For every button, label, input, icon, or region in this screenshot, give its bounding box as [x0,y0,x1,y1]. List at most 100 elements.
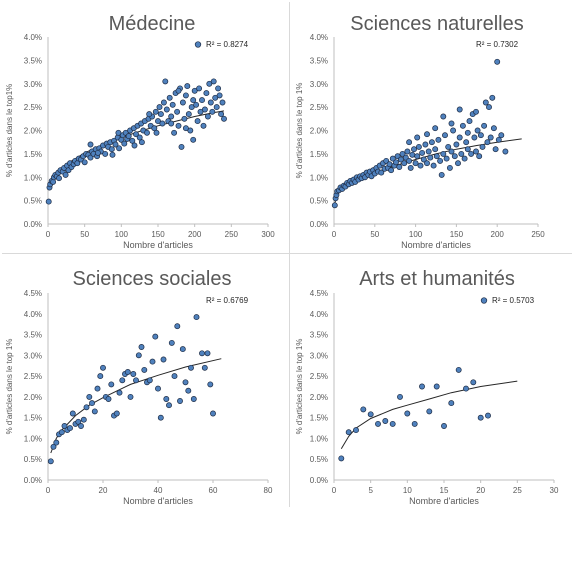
data-point [471,134,478,141]
y-tick-label: 3.5% [310,331,328,340]
data-point [45,198,52,205]
x-tick-label: 0 [332,486,337,495]
data-point [411,146,417,153]
data-point [200,122,207,129]
y-axis-title: % d'articles dans le top1% [5,84,14,178]
x-tick-label: 200 [188,230,202,239]
data-point [166,94,173,101]
data-point [401,160,408,167]
data-point [190,136,197,143]
data-point [80,416,87,423]
data-point [138,344,145,350]
data-point [83,404,90,411]
x-tick-label: 0 [332,230,337,239]
data-point [127,393,134,400]
chart-title: Sciences sociales [73,268,232,290]
data-point [463,385,469,392]
data-point [135,352,142,359]
data-point [474,127,481,134]
data-point [375,420,381,427]
data-point [210,78,217,85]
y-tick-label: 2.0% [310,393,328,402]
x-tick-label: 150 [151,230,165,239]
data-point [184,83,191,90]
x-tick-label: 300 [261,230,275,239]
data-point [412,160,419,167]
chart-panel-sciences-sociales: Sciences sociales 0.0% 0.5% 1.0% 1.5% 2.0% 2.5… [0,255,288,507]
data-point [193,314,200,321]
data-point [86,393,93,400]
data-point [109,151,116,158]
data-point [168,120,175,127]
data-point [353,427,359,434]
data-point [473,148,479,155]
legend-r2-label: R² = 0.5703 [492,296,535,305]
data-point [466,118,473,125]
data-point [124,369,131,375]
data-point [218,111,225,118]
data-point [209,108,216,115]
x-tick-label: 100 [115,230,129,239]
data-point [105,396,112,402]
chart-svg: Arts et humanités 0.0% 0.5% 1.0% 1.5% 2.0% 2.5… [295,268,559,506]
data-point [190,396,197,402]
data-point [490,125,497,132]
data-point [464,129,471,136]
data-point [450,127,457,134]
data-point [414,134,421,141]
chart-title: Sciences naturelles [350,13,523,35]
data-point [448,148,455,155]
data-point [207,381,214,388]
data-point [94,149,101,156]
data-point [162,78,169,85]
data-point [486,104,492,111]
y-tick-label: 2.5% [24,103,42,112]
y-tick-label: 1.0% [310,434,328,443]
data-point [419,383,425,390]
data-point [125,133,132,140]
data-point [196,85,203,92]
data-point [378,169,385,176]
data-point [58,429,65,436]
x-tick-label: 25 [513,486,522,495]
data-point [190,97,197,104]
y-tick-label: 2.0% [310,127,328,136]
chart-panel-arts-et-humanites: Arts et humanités 0.0% 0.5% 1.0% 1.5% 2.0% 2.5… [290,255,576,507]
data-point [75,418,82,425]
data-point [152,333,159,340]
data-point [388,167,395,174]
data-point [215,85,222,92]
y-axis-title: % d'articles dans le top 1% [5,339,14,435]
legend-marker [480,297,488,304]
y-axis-title: % d'articles dans le top 1% [295,339,304,435]
data-point [182,125,189,132]
x-axis-title: Nombre d'articles [123,240,193,250]
data-point [445,143,452,150]
data-point [456,106,463,113]
x-tick-label: 80 [264,486,273,495]
data-point [397,393,403,400]
y-tick-label: 2.5% [24,372,42,381]
chart-svg: Sciences naturelles 0.0% 0.5% 1.0% 1.5% 2.0% 2… [295,13,545,250]
data-point [441,423,447,429]
y-tick-label: 0.0% [24,220,42,229]
data-point [188,364,194,371]
y-tick-label: 4.0% [24,33,42,42]
data-point [94,385,101,392]
y-tick-label: 1.0% [310,173,328,182]
data-point [455,160,461,167]
y-tick-label: 3.0% [310,80,328,89]
data-point [81,159,88,166]
data-point [171,373,178,380]
data-point [459,122,466,129]
y-tick-label: 3.0% [310,351,328,360]
x-tick-label: 150 [450,230,464,239]
data-point [116,389,123,396]
legend-marker [194,41,202,48]
data-point [201,364,208,371]
data-point [47,458,54,465]
data-point [141,366,148,373]
data-point [194,118,201,125]
y-tick-label: 1.5% [310,414,328,423]
x-tick-label: 15 [440,486,449,495]
